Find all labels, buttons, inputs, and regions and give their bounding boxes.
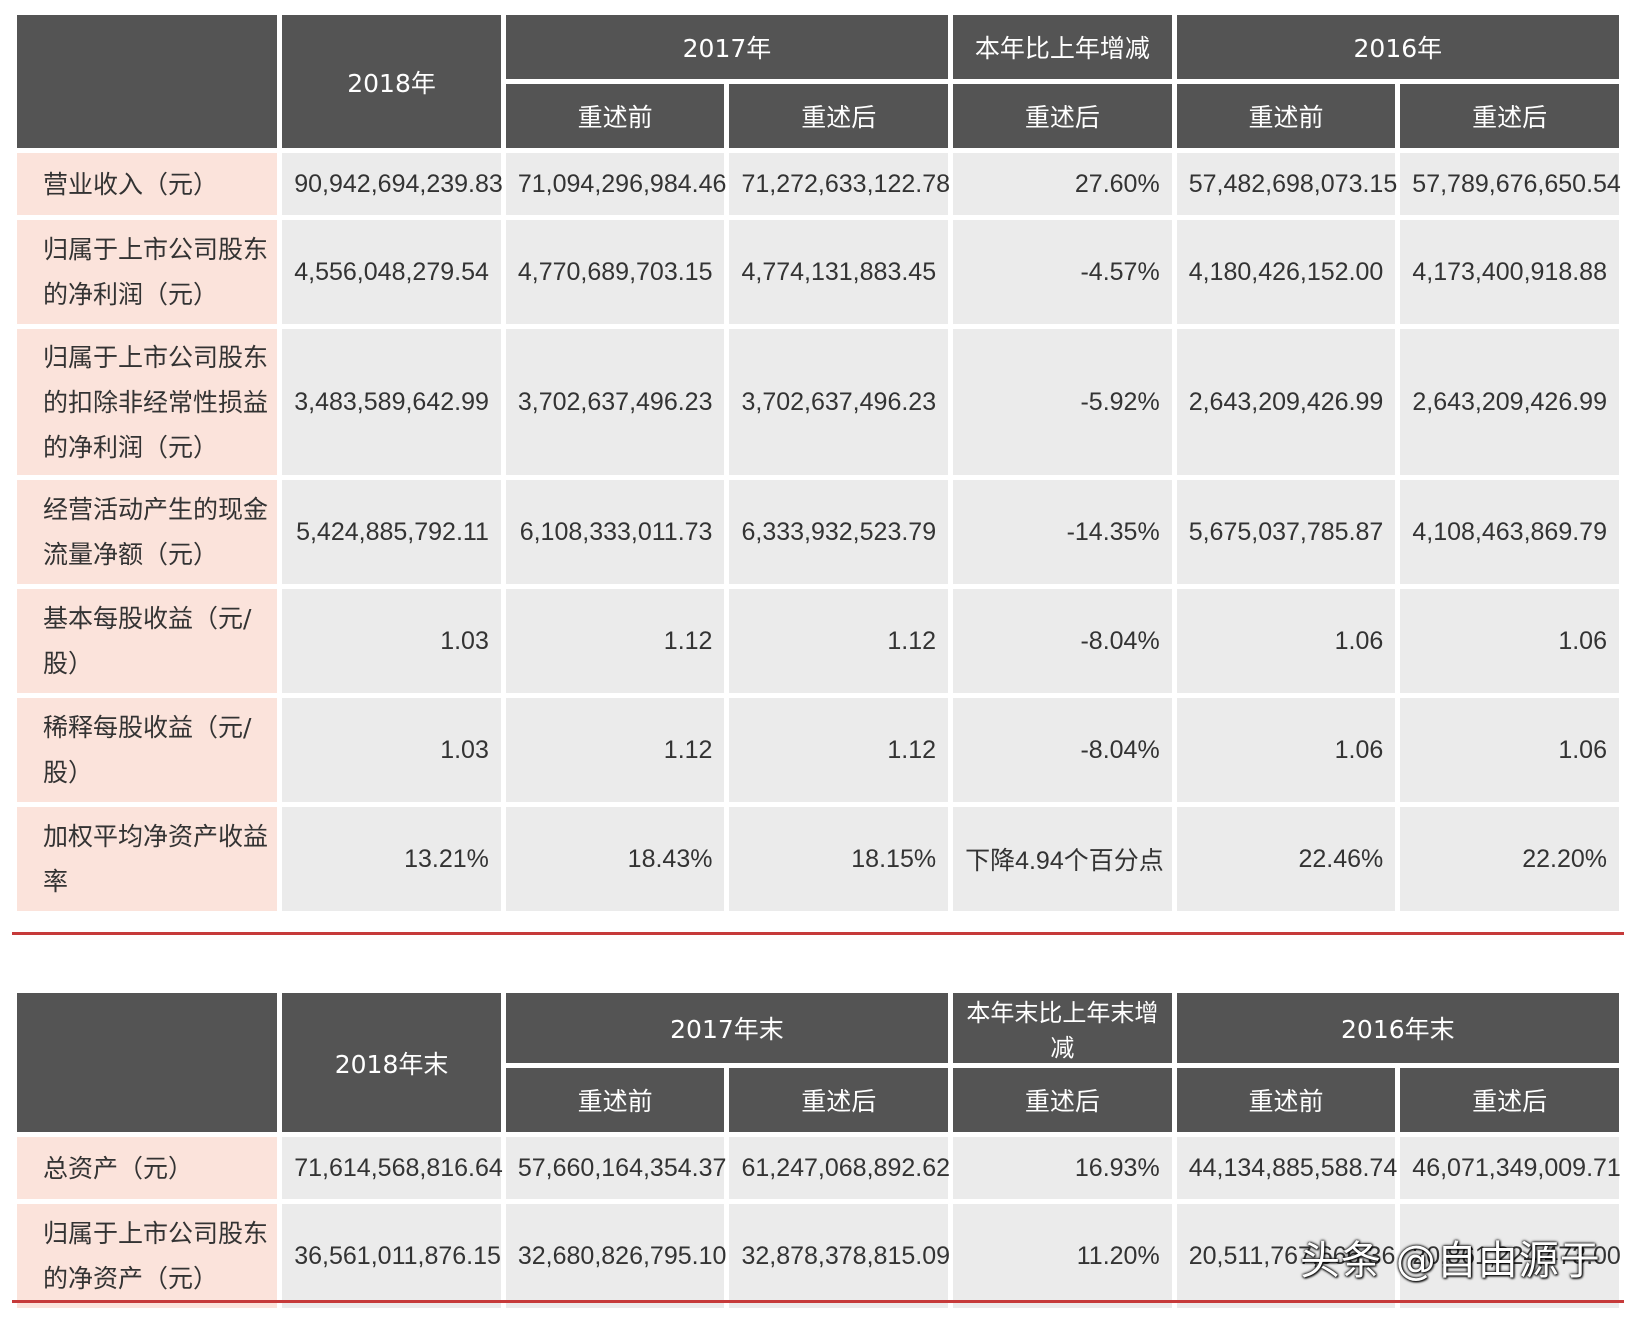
value-2017-after: 1.12 (729, 698, 949, 802)
value-2016-after: 4,173,400,918.88 (1400, 220, 1619, 324)
table1-bottom-rule (12, 932, 1624, 935)
value-2016-after: 2,643,209,426.99 (1400, 329, 1619, 475)
value-change: -8.04% (953, 589, 1172, 693)
value-2018: 13.21% (282, 807, 501, 911)
value-2017-after: 61,247,068,892.62 (729, 1137, 950, 1199)
value-2017-before: 1.12 (505, 698, 725, 802)
value-2016-before: 57,482,698,073.15 (1176, 153, 1397, 215)
value-2018: 4,556,048,279.54 (282, 220, 501, 324)
value-2018: 1.03 (282, 698, 501, 802)
header-2018-end: 2018年末 (282, 993, 501, 1132)
value-change: 11.20% (953, 1204, 1172, 1308)
table-row: 总资产（元） 71,614,568,816.64 57,660,164,354.… (17, 1137, 1621, 1199)
header-2017-after: 重述后 (729, 1068, 949, 1132)
row-label: 归属于上市公司股东的净利润（元） (17, 220, 278, 324)
table-row: 营业收入（元） 90,942,694,239.83 71,094,296,984… (17, 153, 1621, 215)
table-row: 归属于上市公司股东的扣除非经常性损益的净利润（元） 3,483,589,642.… (17, 329, 1619, 475)
value-change: 27.60% (953, 153, 1172, 215)
value-2017-after: 4,774,131,883.45 (729, 220, 949, 324)
value-2017-before: 1.12 (505, 589, 725, 693)
header-blank-cell (17, 993, 278, 1132)
value-2017-before: 6,108,333,011.73 (505, 480, 725, 584)
value-2018: 71,614,568,816.64 (282, 1137, 503, 1199)
value-change: -8.04% (953, 698, 1172, 802)
value-change: -14.35% (953, 480, 1172, 584)
value-2016-after: 1.06 (1400, 698, 1619, 802)
table2-bottom-rule (12, 1300, 1624, 1303)
value-2017-before: 57,660,164,354.37 (505, 1137, 726, 1199)
value-2016-after: 46,071,349,009.71 (1400, 1137, 1621, 1199)
value-2016-before: 44,134,885,588.74 (1176, 1137, 1397, 1199)
value-2018: 5,424,885,792.11 (282, 480, 501, 584)
header-2017-end: 2017年末 (505, 993, 949, 1063)
value-2016-after: 57,789,676,650.54 (1400, 153, 1621, 215)
value-change: 16.93% (953, 1137, 1172, 1199)
value-2016-after: 22.20% (1400, 807, 1619, 911)
row-label: 归属于上市公司股东的扣除非经常性损益的净利润（元） (17, 329, 278, 475)
header-2016-end: 2016年末 (1176, 993, 1619, 1063)
value-2017-before: 71,094,296,984.46 (505, 153, 726, 215)
header-2016-before: 重述前 (1176, 1068, 1396, 1132)
value-2017-before: 4,770,689,703.15 (505, 220, 725, 324)
value-2017-after: 18.15% (729, 807, 949, 911)
value-2016-before: 1.06 (1176, 589, 1396, 693)
value-2017-before: 3,702,637,496.23 (505, 329, 725, 475)
balance-indicators-table: 2018年末 2017年末 本年末比上年末增减 2016年末 重述前 重述后 重… (12, 988, 1624, 1313)
row-label: 基本每股收益（元/股） (17, 589, 278, 693)
value-2018: 90,942,694,239.83 (282, 153, 503, 215)
value-2017-after: 3,702,637,496.23 (729, 329, 949, 475)
header-2017: 2017年 (505, 15, 949, 79)
value-2016-after: 1.06 (1400, 589, 1619, 693)
value-2016-before: 22.46% (1176, 807, 1396, 911)
value-2017-after: 6,333,932,523.79 (729, 480, 949, 584)
value-2016-before: 5,675,037,785.87 (1176, 480, 1396, 584)
row-label: 加权平均净资产收益率 (17, 807, 278, 911)
value-2018: 36,561,011,876.15 (282, 1204, 501, 1308)
value-2017-after: 71,272,633,122.78 (729, 153, 950, 215)
value-2016-after: 20,861,224,473.00 (1400, 1204, 1621, 1308)
header-2018: 2018年 (282, 15, 501, 148)
value-2017-after: 32,878,378,815.09 (729, 1204, 950, 1308)
value-2016-before: 4,180,426,152.00 (1176, 220, 1396, 324)
table-row: 加权平均净资产收益率 13.21% 18.43% 18.15% 下降4.94个百… (17, 807, 1619, 911)
financial-indicators-table: 2018年 2017年 本年比上年增减 2016年 重述前 重述后 重述后 重述… (12, 10, 1624, 916)
row-label: 营业收入（元） (17, 153, 278, 215)
header-2016-after: 重述后 (1400, 84, 1619, 148)
header-2017-before: 重述前 (505, 1068, 725, 1132)
row-label: 经营活动产生的现金流量净额（元） (17, 480, 278, 584)
header-2016: 2016年 (1176, 15, 1619, 79)
value-change: -5.92% (953, 329, 1172, 475)
row-label: 归属于上市公司股东的净资产（元） (17, 1204, 278, 1308)
header-2016-before: 重述前 (1176, 84, 1396, 148)
value-2018: 1.03 (282, 589, 501, 693)
header-2016-after: 重述后 (1400, 1068, 1619, 1132)
value-change: 下降4.94个百分点 (953, 807, 1172, 911)
header-change: 本年比上年增减 (953, 15, 1172, 79)
table-row: 归属于上市公司股东的净资产（元） 36,561,011,876.15 32,68… (17, 1204, 1621, 1308)
row-label: 稀释每股收益（元/股） (17, 698, 278, 802)
value-2016-before: 2,643,209,426.99 (1176, 329, 1396, 475)
value-2018: 3,483,589,642.99 (282, 329, 501, 475)
row-label: 总资产（元） (17, 1137, 278, 1199)
header-change-after: 重述后 (953, 84, 1172, 148)
value-2016-before: 1.06 (1176, 698, 1396, 802)
table-row: 经营活动产生的现金流量净额（元） 5,424,885,792.11 6,108,… (17, 480, 1619, 584)
header-blank-cell (17, 15, 278, 148)
header-change: 本年末比上年末增减 (953, 993, 1172, 1063)
value-2017-after: 1.12 (729, 589, 949, 693)
value-2016-before: 20,511,767,666.36 (1176, 1204, 1395, 1308)
table-row: 稀释每股收益（元/股） 1.03 1.12 1.12 -8.04% 1.06 1… (17, 698, 1619, 802)
header-change-after: 重述后 (953, 1068, 1172, 1132)
value-2017-before: 32,680,826,795.10 (505, 1204, 726, 1308)
watermark: 头条 @自由源于 (1300, 1238, 1601, 1284)
table-row: 归属于上市公司股东的净利润（元） 4,556,048,279.54 4,770,… (17, 220, 1619, 324)
value-2016-after: 4,108,463,869.79 (1400, 480, 1619, 584)
value-change: -4.57% (953, 220, 1172, 324)
value-2017-before: 18.43% (505, 807, 725, 911)
header-2017-before: 重述前 (505, 84, 725, 148)
header-2017-after: 重述后 (729, 84, 949, 148)
table-row: 基本每股收益（元/股） 1.03 1.12 1.12 -8.04% 1.06 1… (17, 589, 1619, 693)
